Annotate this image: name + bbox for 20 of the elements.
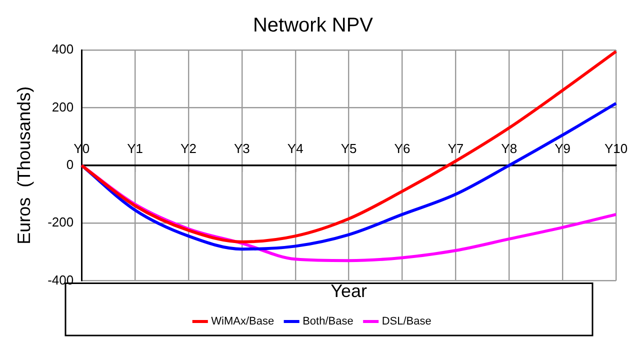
x-tick-label: Y10 [604,140,628,156]
x-tick-label: Y9 [554,140,571,156]
x-tick-label: Y2 [180,140,196,156]
x-tick-label: Y8 [501,140,518,156]
y-tick-label: 0 [66,156,74,172]
y-axis-title: Euros (Thousands) [14,86,34,244]
legend-label: Both/Base [302,316,354,328]
x-tick-label: Y3 [234,140,250,156]
chart-title: Network NPV [252,14,374,37]
legend-label: WiMAx/Base [211,316,274,328]
x-tick-label: Y6 [394,140,410,156]
x-tick-label: Y1 [127,140,144,156]
x-tick-label: Y4 [287,140,304,156]
x-axis-title: Year [330,280,367,301]
x-tick-label: Y7 [448,140,464,156]
legend-label: DSL/Base [382,316,432,328]
y-tick-label: 200 [52,99,74,114]
y-tick-label: 400 [52,42,74,57]
x-tick-label: Y5 [340,140,357,156]
y-tick-label: -200 [48,214,74,230]
